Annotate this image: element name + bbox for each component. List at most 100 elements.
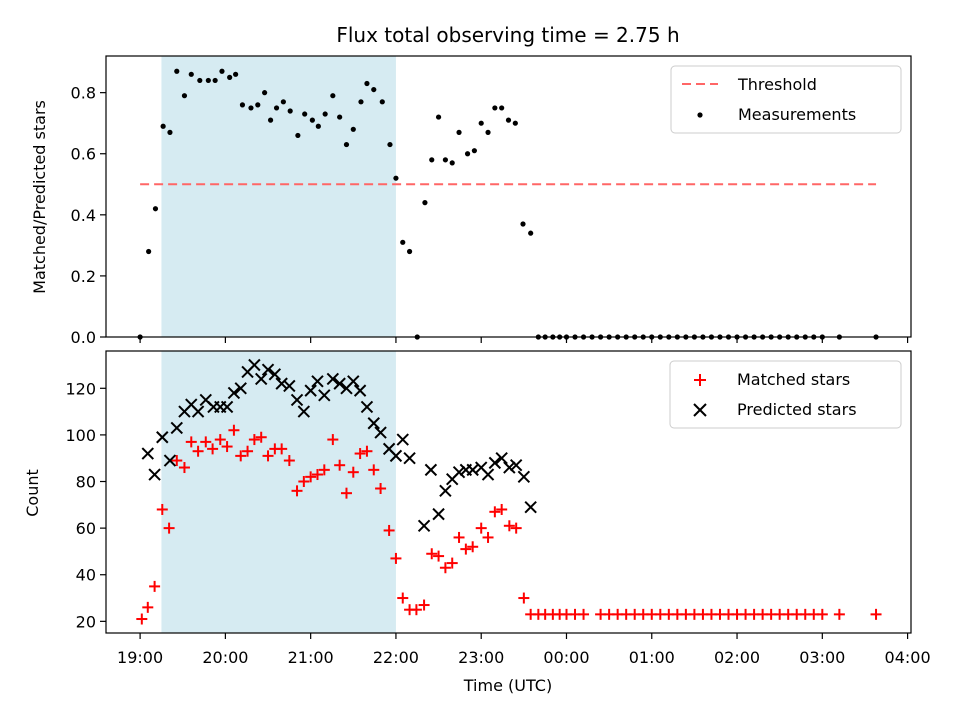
measurement-point (248, 105, 254, 111)
top-y-tick-label: 0.4 (71, 206, 96, 225)
predicted-point-b (227, 386, 241, 400)
predicted-point-b (432, 507, 445, 521)
matched-point (221, 441, 233, 453)
predicted-point (290, 393, 304, 407)
predicted-point-b (318, 389, 331, 402)
measurement-point (387, 141, 393, 148)
x-tick-label: 23:00 (458, 648, 504, 667)
measurement-point (167, 129, 173, 135)
matched-point (347, 466, 359, 478)
predicted-point (283, 379, 296, 393)
legend-matched-label: Matched stars (737, 370, 850, 389)
predicted-point (481, 468, 495, 481)
matched-point (446, 557, 458, 569)
predicted-point (234, 382, 247, 395)
measurement-point (343, 141, 350, 148)
predicted-point (488, 456, 502, 470)
predicted-point-b (333, 377, 346, 390)
predicted-point-b (488, 456, 502, 470)
predicted-point-b (220, 400, 234, 414)
x-tick-label: 03:00 (799, 648, 845, 667)
predicted-point (360, 400, 374, 414)
predicted-point (417, 519, 431, 533)
predicted-point-b (290, 393, 304, 407)
bottom-y-axis-label: Count (23, 469, 42, 517)
predicted-point-b (389, 449, 403, 463)
matched-point (578, 608, 590, 620)
predicted-point (503, 461, 516, 474)
predicted-point (156, 431, 169, 444)
bottom-y-ticks: 20 40 60 80 100 120 (65, 379, 106, 631)
predicted-point-b (283, 379, 296, 393)
matched-point (489, 506, 501, 518)
top-y-tick-label: 0.6 (71, 145, 96, 164)
predicted-point-b (156, 431, 169, 444)
legend-matched-swatch (694, 374, 706, 386)
predicted-point (439, 484, 452, 498)
matched-point (178, 462, 190, 474)
matched-point (418, 599, 430, 611)
predicted-point (304, 384, 317, 397)
legend-predicted-label: Predicted stars (737, 400, 857, 419)
bottom-y-tick-label: 20 (76, 612, 96, 631)
measurement-point (160, 123, 166, 129)
measurement-point (212, 77, 218, 84)
measurement-point (393, 175, 399, 181)
predicted-point (170, 421, 183, 435)
predicted-point-b (524, 500, 537, 514)
matched-point (410, 604, 422, 616)
matched-point (228, 424, 240, 436)
measurement-point (239, 102, 246, 108)
measurement-point (188, 71, 194, 77)
matched-point (248, 434, 260, 446)
predicted-point (191, 405, 205, 418)
matched-point (276, 443, 288, 455)
predicted-point (311, 375, 324, 388)
matched-point (311, 469, 323, 481)
matched-point (460, 543, 472, 555)
measurement-point (309, 117, 315, 123)
measurement-point (233, 71, 239, 77)
legend-predicted-swatch (693, 403, 707, 417)
predicted-point (220, 400, 234, 414)
top-axes-frame (105, 55, 912, 338)
predicted-point-b (495, 451, 508, 465)
measurement-point (262, 90, 268, 96)
matched-point (383, 524, 395, 536)
measurement-point (492, 105, 498, 111)
bottom-legend: Matched stars Predicted stars (669, 360, 902, 429)
measurement-point (267, 117, 274, 123)
matched-point (305, 471, 317, 483)
measurement-point (520, 221, 526, 227)
predicted-point-b (466, 463, 479, 477)
top-legend: Threshold Measurements (670, 65, 902, 134)
predicted-point (326, 372, 340, 386)
predicted-point-b (254, 372, 268, 386)
predicted-point (524, 500, 537, 514)
matched-point (262, 450, 274, 462)
predicted-point-b (509, 458, 523, 472)
matched-point (496, 503, 508, 515)
x-tick-label: 04:00 (885, 648, 931, 667)
predicted-point-b (503, 461, 516, 474)
predicted-point (432, 507, 445, 521)
measurement-point (400, 239, 406, 245)
matched-point (142, 601, 154, 613)
measurement-point (227, 74, 233, 80)
predicted-point-b (396, 433, 409, 446)
measurement-point (255, 102, 261, 108)
matched-point (242, 445, 254, 457)
predicted-point-b (297, 405, 311, 418)
measurement-point (205, 77, 211, 84)
predicted-point (141, 447, 154, 460)
matched-point (453, 531, 465, 543)
x-tick-label: 22:00 (373, 648, 419, 667)
bottom-legend-box (669, 360, 902, 429)
predicted-point (509, 458, 523, 472)
measurement-point (322, 111, 328, 117)
matched-point (870, 608, 882, 620)
matched-point (426, 548, 438, 560)
legend-threshold-label: Threshold (737, 75, 817, 94)
predicted-point-b (475, 461, 488, 474)
legend-measurements-label: Measurements (738, 105, 856, 124)
